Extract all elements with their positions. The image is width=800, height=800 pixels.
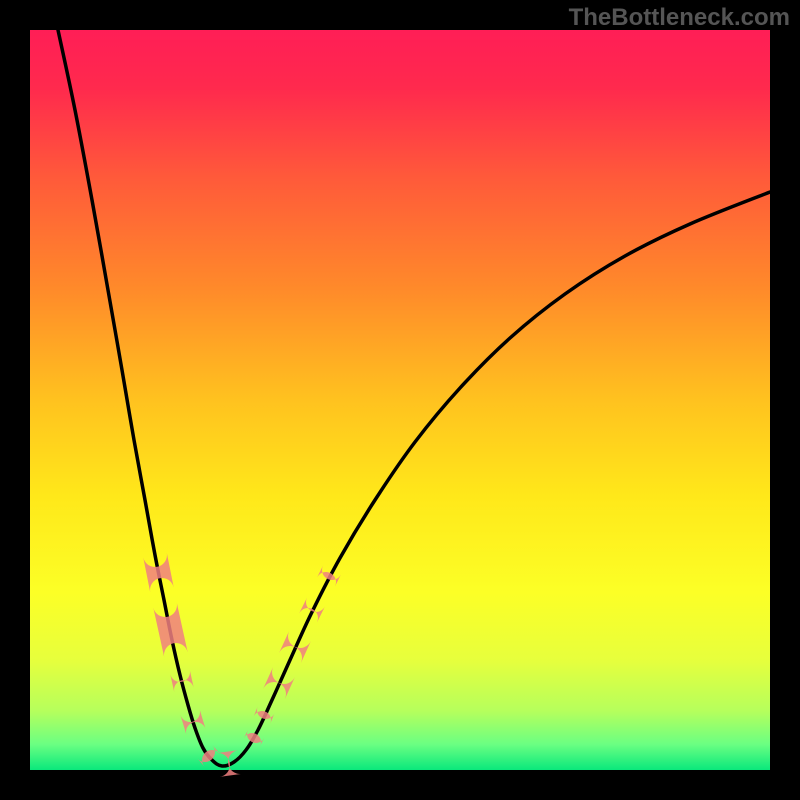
bottleneck-chart [0, 0, 800, 800]
watermark-text: TheBottleneck.com [569, 4, 790, 32]
plot-background [30, 30, 770, 770]
chart-container: TheBottleneck.com [0, 0, 800, 800]
